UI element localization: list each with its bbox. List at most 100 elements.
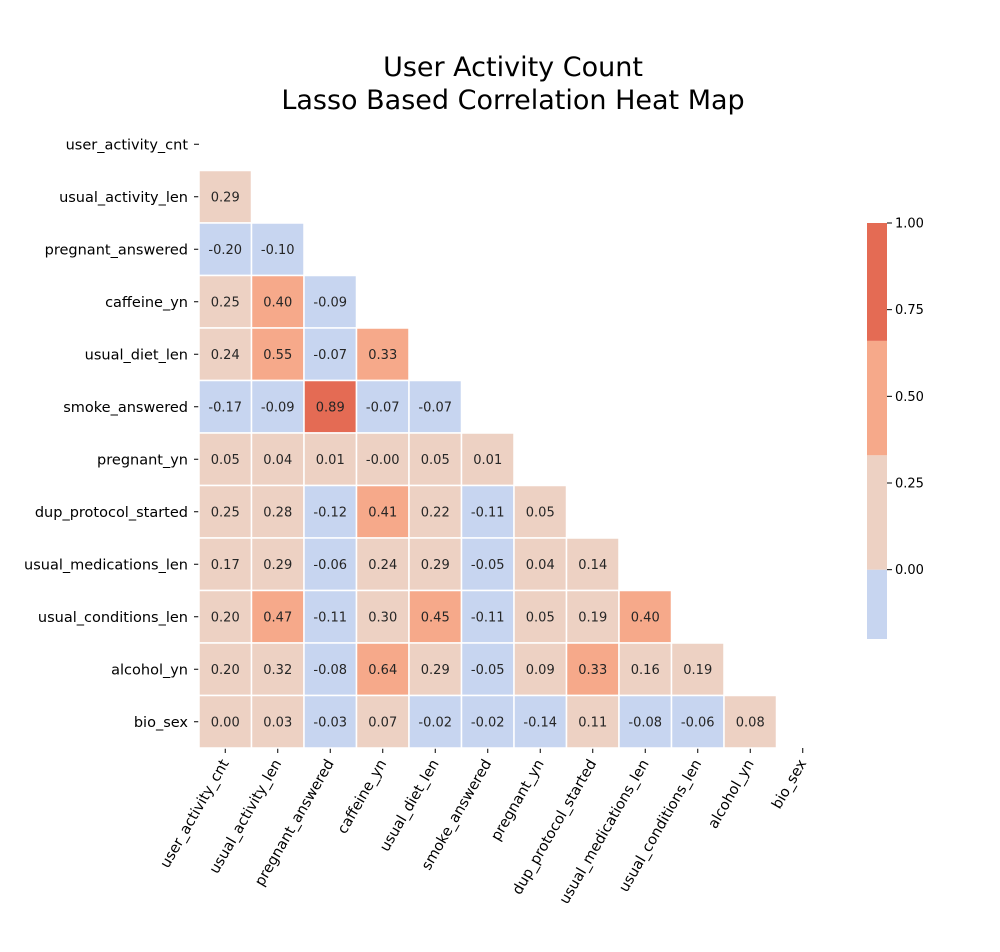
cell-value-label: -0.20: [208, 243, 242, 258]
x-tick-label: caffeine_yn: [335, 757, 390, 837]
cell-value-label: 0.05: [421, 453, 450, 468]
cell-value-label: 0.29: [263, 558, 292, 573]
cell-value-label: -0.09: [313, 295, 347, 310]
cell-value-label: -0.07: [313, 348, 347, 363]
cell-value-label: -0.17: [208, 400, 242, 415]
cell-value-label: -0.11: [471, 610, 505, 625]
colorbar-tick-label: 0.75: [895, 303, 924, 318]
heatmap-cell: [303, 694, 358, 749]
y-tick-label: alcohol_yn: [111, 662, 188, 678]
cell-value-label: -0.14: [523, 715, 557, 730]
cell-value-label: 0.19: [683, 663, 712, 678]
cell-value-label: -0.11: [313, 610, 347, 625]
cell-value-label: -0.08: [628, 715, 662, 730]
y-tick-label: caffeine_yn: [105, 295, 188, 311]
cell-value-label: 0.11: [578, 715, 607, 730]
cell-value-label: 0.16: [631, 663, 660, 678]
cell-value-label: 0.40: [631, 610, 660, 625]
cell-value-label: 0.89: [316, 400, 345, 415]
heatmap-cell: [408, 379, 463, 434]
y-tick-label: dup_protocol_started: [35, 505, 188, 521]
y-tick-label: usual_conditions_len: [38, 610, 188, 626]
cell-value-label: 0.05: [526, 505, 555, 520]
x-axis: user_activity_cntusual_activity_lenpregn…: [158, 748, 810, 907]
heatmap-cell: [565, 589, 620, 644]
heatmap-cell: [670, 642, 725, 697]
cell-value-label: 0.28: [263, 505, 292, 520]
cell-value-label: 0.04: [263, 453, 292, 468]
y-tick-label: usual_diet_len: [85, 347, 188, 363]
heatmap-cell: [670, 694, 725, 749]
cell-value-label: -0.06: [313, 558, 347, 573]
cell-value-label: 0.64: [368, 663, 397, 678]
cell-value-label: -0.11: [471, 505, 505, 520]
cell-value-label: 0.05: [211, 453, 240, 468]
cell-value-label: 0.09: [526, 663, 555, 678]
cell-value-label: -0.00: [366, 453, 400, 468]
heatmap-cell: [198, 694, 253, 749]
heatmap-cell: [355, 379, 410, 434]
cell-value-label: 0.40: [263, 295, 292, 310]
cell-value-label: 0.17: [211, 558, 240, 573]
cell-value-label: 0.07: [368, 715, 397, 730]
heatmap-cell: [513, 484, 568, 539]
heatmap-cell: [723, 694, 778, 749]
y-tick-label: user_activity_cnt: [66, 137, 189, 153]
cell-value-label: 0.41: [368, 505, 397, 520]
heatmap-cell: [303, 432, 358, 487]
heatmap-cell: [460, 432, 515, 487]
colorbar-segment: [867, 569, 887, 639]
colorbar-segment: [867, 340, 887, 456]
chart-title-line-2: Lasso Based Correlation Heat Map: [281, 85, 744, 116]
y-tick-label: usual_activity_len: [59, 190, 188, 206]
heatmap-cell: [460, 484, 515, 539]
y-axis: user_activity_cnt usual_activity_lenpregn…: [24, 137, 199, 731]
heatmap-cells: 0.29 -0.20 -0.10 0.25 0.40 -0.09 0.24 0.55 -0.07…: [198, 169, 778, 749]
heatmap-cell: [250, 327, 305, 382]
colorbar-tick-label: 0.25: [895, 477, 924, 492]
heatmap-cell: [250, 589, 305, 644]
heatmap-cell: [250, 432, 305, 487]
heatmap-cell: [198, 484, 253, 539]
heatmap-cell: [618, 642, 673, 697]
cell-value-label: 0.25: [211, 505, 240, 520]
cell-value-label: -0.06: [681, 715, 715, 730]
cell-value-label: 0.33: [368, 348, 397, 363]
colorbar-tick-label: 0.50: [895, 390, 924, 405]
y-tick-label: pregnant_answered: [45, 242, 188, 258]
cell-value-label: 0.29: [421, 663, 450, 678]
heatmap-cell: [303, 537, 358, 592]
cell-value-label: -0.03: [313, 715, 347, 730]
cell-value-label: -0.02: [418, 715, 452, 730]
heatmap-cell: [618, 694, 673, 749]
heatmap-cell: [198, 169, 253, 224]
cell-value-label: -0.07: [366, 400, 400, 415]
heatmap-cell: [198, 274, 253, 329]
cell-value-label: -0.02: [471, 715, 505, 730]
colorbar-tick-label: 1.00: [895, 217, 924, 232]
heatmap-cell: [355, 327, 410, 382]
cell-value-label: 0.30: [368, 610, 397, 625]
cell-value-label: 0.29: [421, 558, 450, 573]
heatmap-cell: [303, 274, 358, 329]
heatmap-cell: [198, 537, 253, 592]
heatmap-cell: [303, 327, 358, 382]
cell-value-label: 0.20: [211, 663, 240, 678]
cell-value-label: 0.33: [578, 663, 607, 678]
heatmap-cell: [460, 537, 515, 592]
cell-value-label: 0.19: [578, 610, 607, 625]
heatmap-cell: [250, 484, 305, 539]
cell-value-label: 0.08: [736, 715, 765, 730]
heatmap-cell: [355, 537, 410, 592]
heatmap-cell: [513, 642, 568, 697]
cell-value-label: 0.01: [473, 453, 502, 468]
cell-value-label: 0.24: [368, 558, 397, 573]
y-tick-label: bio_sex: [134, 715, 189, 731]
cell-value-label: 0.45: [421, 610, 450, 625]
x-tick-label: bio_sex: [769, 757, 810, 812]
y-tick-label: pregnant_yn: [97, 452, 188, 468]
heatmap-cell: [408, 537, 463, 592]
cell-value-label: 0.20: [211, 610, 240, 625]
heatmap-cell: [250, 222, 305, 277]
